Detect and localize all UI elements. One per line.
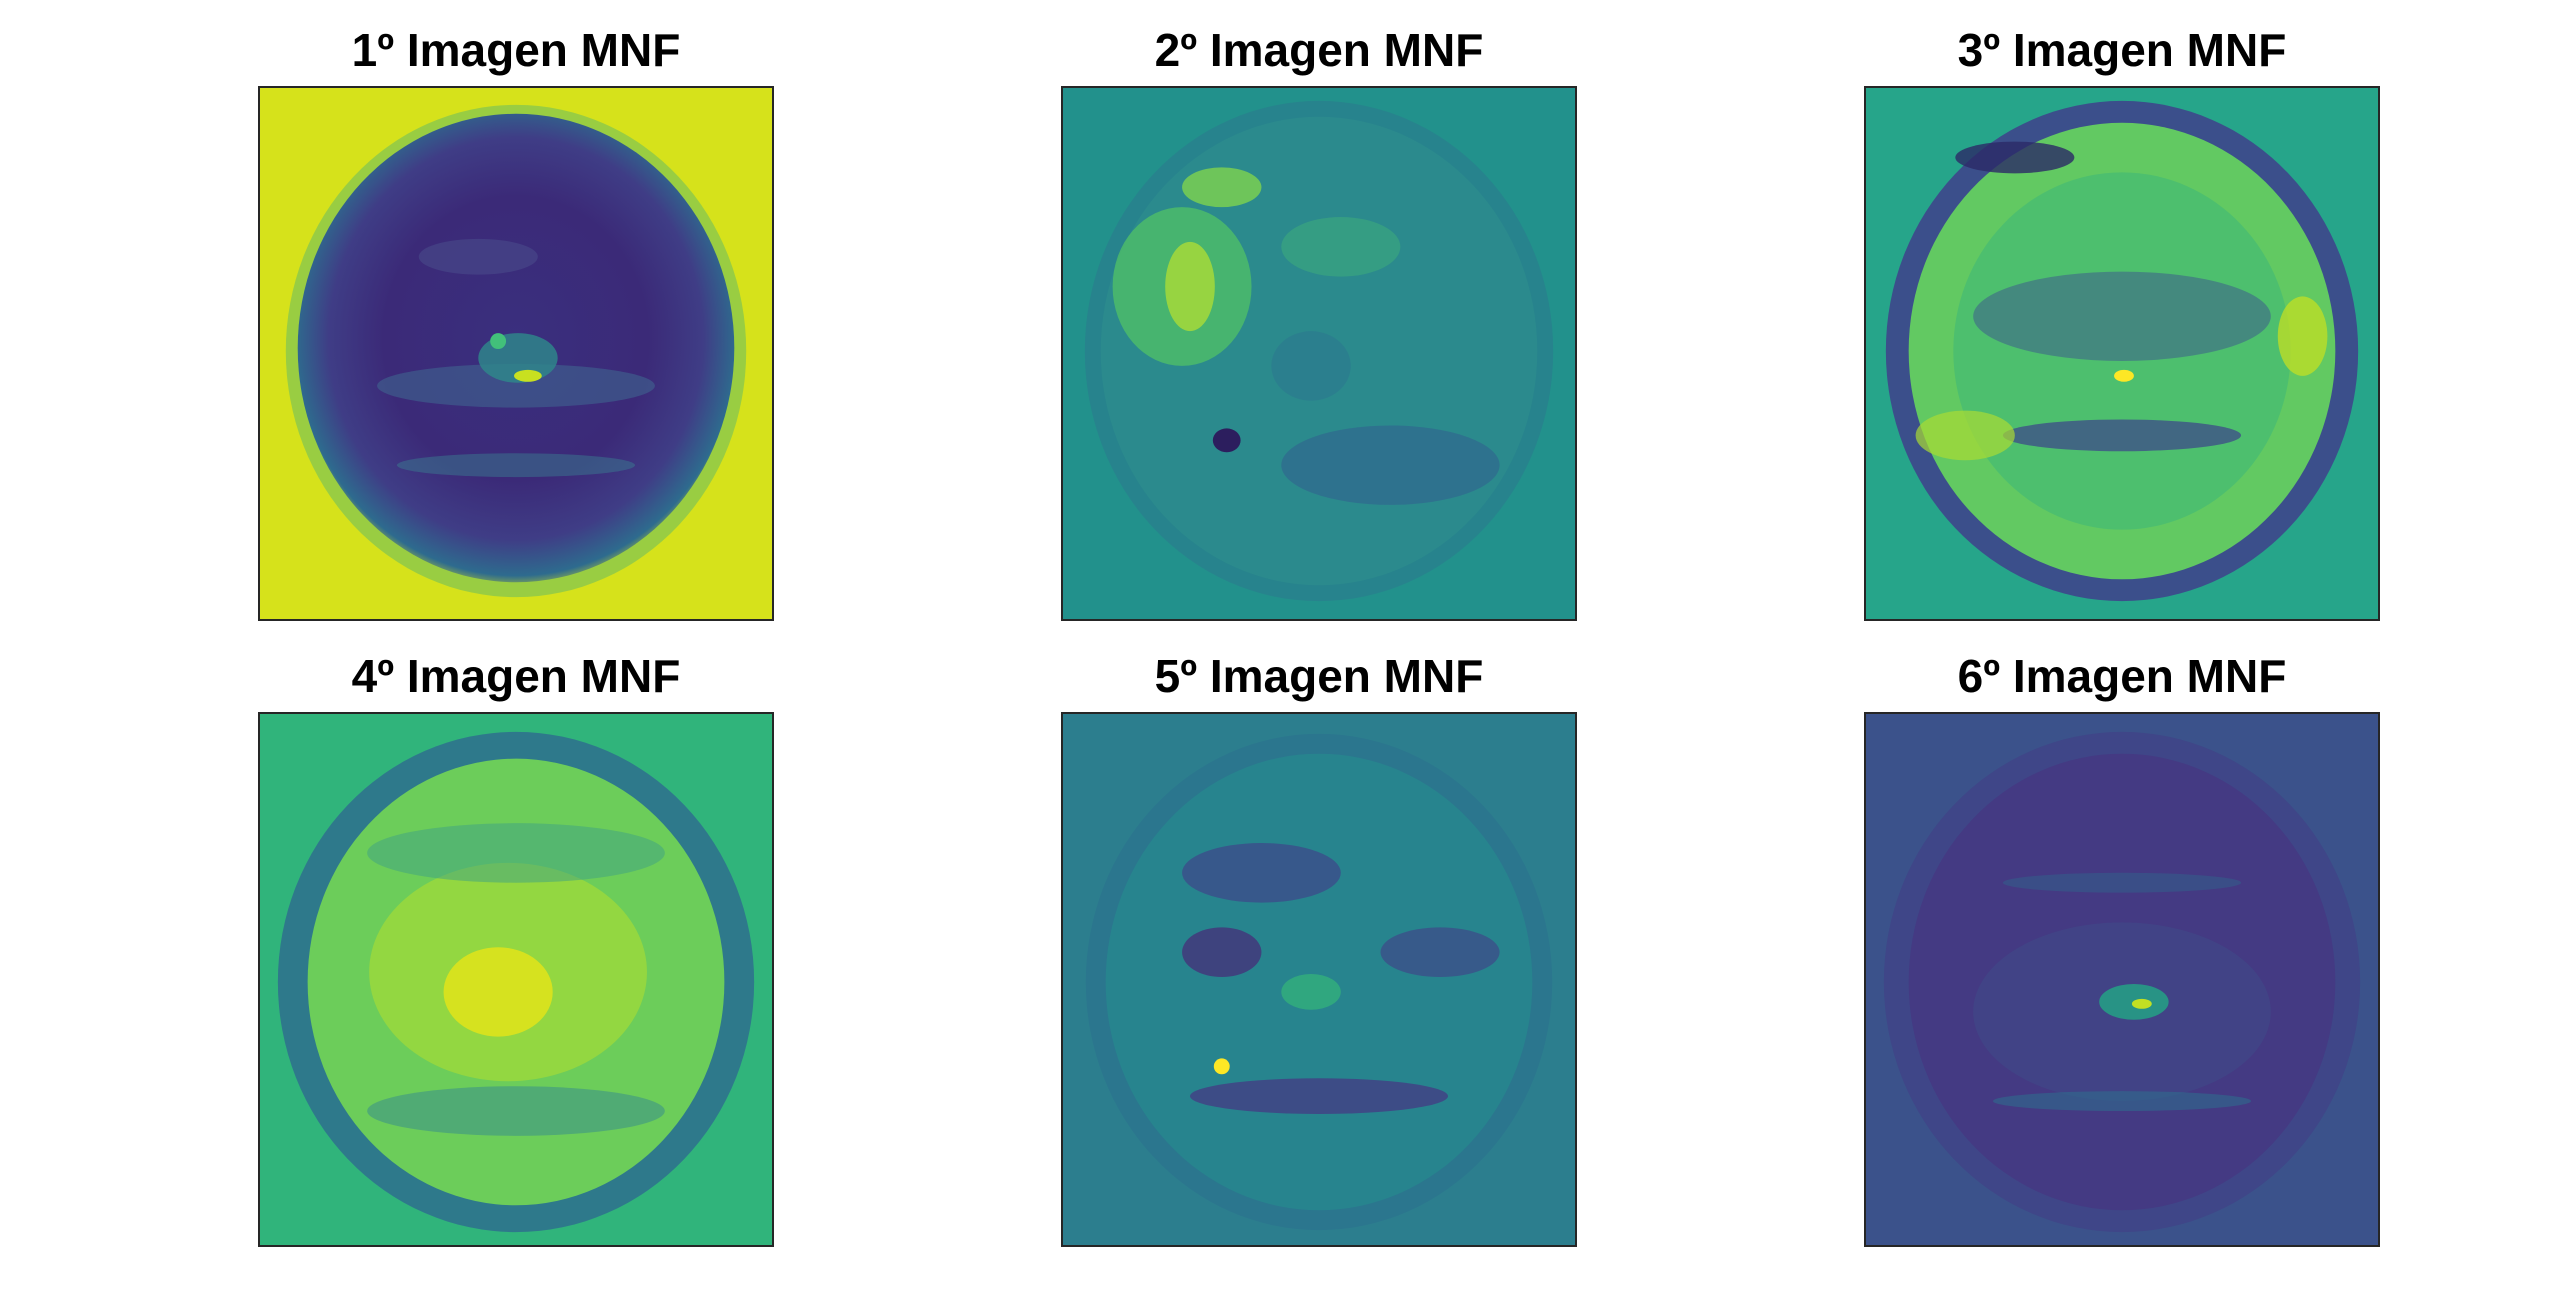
panel-title: 6º Imagen MNF bbox=[1957, 650, 2287, 702]
mnf-image-4 bbox=[258, 712, 774, 1247]
mnf-panel-4: 4º Imagen MNF bbox=[258, 648, 774, 1248]
mnf-panel-6: 6º Imagen MNF bbox=[1864, 648, 2380, 1248]
mnf-panel-3: 3º Imagen MNF bbox=[1864, 22, 2380, 622]
panel-title: 3º Imagen MNF bbox=[1957, 24, 2287, 76]
panel-title: 4º Imagen MNF bbox=[351, 650, 681, 702]
panel-title: 5º Imagen MNF bbox=[1154, 650, 1484, 702]
mnf-image-3 bbox=[1864, 86, 2380, 621]
mnf-image-5 bbox=[1061, 712, 1577, 1247]
image-canvas bbox=[1866, 88, 2378, 619]
mnf-image-2 bbox=[1061, 86, 1577, 621]
image-canvas bbox=[260, 714, 772, 1245]
mnf-image-6 bbox=[1864, 712, 2380, 1247]
mnf-panel-5: 5º Imagen MNF bbox=[1061, 648, 1577, 1248]
mnf-image-1 bbox=[258, 86, 774, 621]
image-canvas bbox=[1063, 88, 1575, 619]
panel-title: 2º Imagen MNF bbox=[1154, 24, 1484, 76]
panel-title: 1º Imagen MNF bbox=[351, 24, 681, 76]
image-canvas bbox=[1063, 714, 1575, 1245]
image-canvas bbox=[260, 88, 772, 619]
mnf-panel-1: 1º Imagen MNF bbox=[258, 22, 774, 622]
mnf-panel-2: 2º Imagen MNF bbox=[1061, 22, 1577, 622]
image-canvas bbox=[1866, 714, 2378, 1245]
